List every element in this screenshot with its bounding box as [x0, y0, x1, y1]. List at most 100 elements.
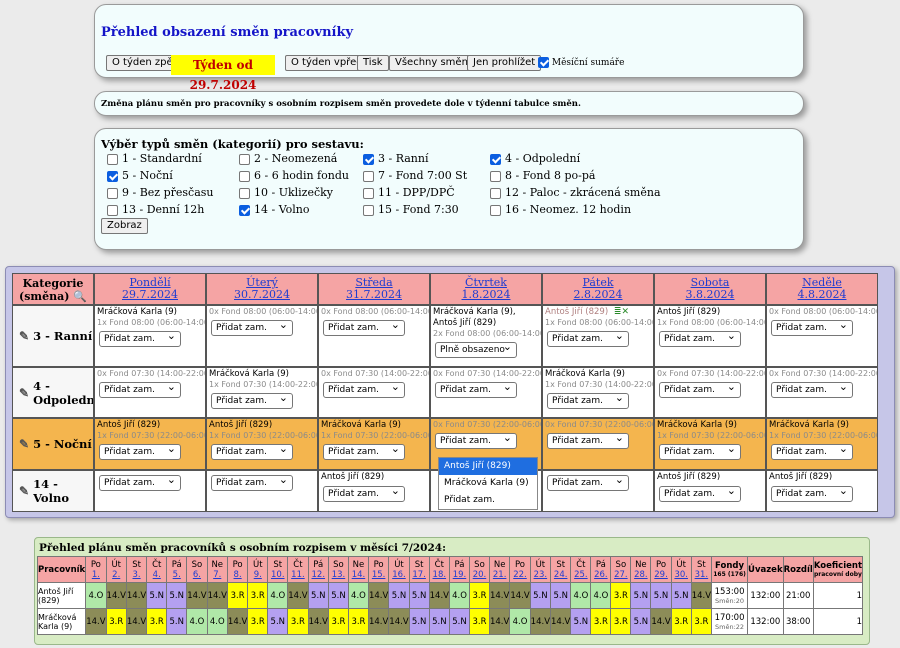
day-number-link[interactable]: 26.: [594, 569, 608, 580]
category-option[interactable]: 5 - Noční: [107, 169, 173, 182]
add-employee-select[interactable]: Přidat zam.: [659, 380, 741, 398]
add-employee-select[interactable]: Přidat zam.: [659, 329, 741, 347]
day-number-link[interactable]: 30.: [674, 569, 688, 580]
day-date-link[interactable]: 1.8.2024: [461, 288, 511, 301]
day-name-link[interactable]: Neděle: [802, 276, 842, 289]
add-employee-select[interactable]: Přidat zam.: [211, 442, 293, 460]
day-number-link[interactable]: 11.: [291, 569, 305, 580]
day-number-link[interactable]: 20.: [472, 569, 487, 580]
add-employee-select[interactable]: Přidat zam.: [323, 318, 405, 336]
day-number-link[interactable]: 5.: [172, 569, 181, 580]
day-name-link[interactable]: Čtvrtek: [465, 276, 507, 289]
add-employee-select[interactable]: Přidat zam.: [547, 473, 629, 491]
category-checkbox[interactable]: [107, 170, 118, 182]
day-number-link[interactable]: 9.: [253, 569, 262, 580]
day-name-link[interactable]: Úterý: [246, 276, 278, 289]
category-option[interactable]: 3 - Ranní: [363, 152, 429, 165]
add-employee-select[interactable]: Přidat zam.: [547, 431, 629, 449]
pencil-icon[interactable]: ✎: [19, 437, 30, 451]
add-employee-select[interactable]: Přidat zam.: [323, 484, 405, 502]
day-date-link[interactable]: 29.7.2024: [122, 288, 178, 301]
day-number-link[interactable]: 6.: [192, 569, 201, 580]
add-employee-select[interactable]: Přidat zam.: [99, 442, 181, 460]
pencil-icon[interactable]: ✎: [19, 329, 30, 343]
category-option[interactable]: 11 - DPP/DPČ: [363, 186, 455, 199]
day-number-link[interactable]: 27.: [614, 569, 628, 580]
pencil-icon[interactable]: ✎: [19, 484, 30, 498]
day-header[interactable]: Pátek 2.8.2024: [542, 273, 654, 305]
add-employee-select[interactable]: Přidat zam.: [659, 442, 741, 460]
view-only-button[interactable]: Jen prohlížet: [467, 55, 542, 71]
show-button[interactable]: Zobraz: [101, 218, 148, 234]
category-option[interactable]: 8 - Fond 8 po-pá: [490, 169, 595, 182]
print-button[interactable]: Tisk: [357, 55, 389, 71]
day-date-link[interactable]: 2.8.2024: [573, 288, 623, 301]
category-checkbox[interactable]: [363, 204, 374, 216]
remove-icon[interactable]: ≣✕: [613, 307, 629, 317]
day-number-link[interactable]: 2.: [112, 569, 121, 580]
add-employee-select[interactable]: Přidat zam.: [547, 391, 629, 409]
add-employee-select[interactable]: Přidat zam.: [771, 380, 853, 398]
day-number-link[interactable]: 31.: [694, 569, 709, 580]
day-header[interactable]: Úterý 30.7.2024: [206, 273, 318, 305]
day-name-link[interactable]: Středa: [355, 276, 393, 289]
add-employee-select[interactable]: Přidat zam.: [211, 391, 293, 409]
dropdown-option[interactable]: Mráčková Karla (9): [444, 478, 529, 488]
dropdown-option[interactable]: Antoš Jiří (829): [439, 458, 537, 475]
day-number-link[interactable]: 12.: [311, 569, 326, 580]
category-checkbox[interactable]: [107, 187, 118, 199]
category-option[interactable]: 6 - 6 hodin fondu: [239, 169, 349, 182]
day-name-link[interactable]: Pondělí: [129, 276, 171, 289]
add-employee-select[interactable]: Přidat zam.: [323, 442, 405, 460]
day-header[interactable]: Neděle 4.8.2024: [766, 273, 878, 305]
category-checkbox[interactable]: [107, 153, 118, 165]
day-number-link[interactable]: 3.: [132, 569, 141, 580]
day-header[interactable]: Pondělí 29.7.2024: [94, 273, 206, 305]
day-name-link[interactable]: Sobota: [690, 276, 730, 289]
day-number-link[interactable]: 28.: [634, 569, 648, 580]
day-date-link[interactable]: 4.8.2024: [797, 288, 847, 301]
day-date-link[interactable]: 30.7.2024: [234, 288, 290, 301]
day-number-link[interactable]: 8.: [233, 569, 242, 580]
category-checkbox[interactable]: [490, 153, 501, 165]
monthly-summary-checkbox[interactable]: [538, 57, 549, 68]
category-option[interactable]: 9 - Bez přesčasu: [107, 186, 214, 199]
day-number-link[interactable]: 13.: [331, 569, 346, 580]
day-header[interactable]: Čtvrtek 1.8.2024: [430, 273, 542, 305]
day-number-link[interactable]: 24.: [553, 569, 568, 580]
add-employee-select[interactable]: Přidat zam.: [99, 329, 181, 347]
day-number-link[interactable]: 19.: [452, 569, 467, 580]
category-checkbox[interactable]: [363, 187, 374, 199]
day-number-link[interactable]: 14.: [351, 569, 366, 580]
add-employee-select[interactable]: Přidat zam.: [771, 484, 853, 502]
category-checkbox[interactable]: [490, 170, 501, 182]
add-employee-select[interactable]: Přidat zam.: [99, 380, 181, 398]
add-employee-select[interactable]: Přidat zam.: [211, 473, 293, 491]
category-checkbox[interactable]: [490, 204, 501, 216]
day-date-link[interactable]: 3.8.2024: [685, 288, 735, 301]
day-number-link[interactable]: 21.: [492, 569, 507, 580]
magnifier-icon[interactable]: 🔍: [73, 290, 87, 303]
category-checkbox[interactable]: [239, 153, 250, 165]
category-option[interactable]: 10 - Uklizečky: [239, 186, 333, 199]
day-number-link[interactable]: 4.: [152, 569, 161, 580]
day-number-link[interactable]: 23.: [533, 569, 548, 580]
add-employee-select[interactable]: Přidat zam.: [771, 318, 853, 336]
category-option[interactable]: 2 - Neomezená: [239, 152, 337, 165]
category-option[interactable]: 7 - Fond 7:00 St: [363, 169, 467, 182]
add-employee-select[interactable]: Přidat zam.: [99, 473, 181, 491]
add-employee-select[interactable]: Přidat zam.: [323, 380, 405, 398]
category-option[interactable]: 4 - Odpolední: [490, 152, 580, 165]
category-checkbox[interactable]: [107, 204, 118, 216]
monthly-summary-toggle[interactable]: Měsíční sumáře: [538, 57, 624, 68]
dropdown-option[interactable]: Přidat zam.: [444, 495, 495, 505]
add-employee-select[interactable]: Přidat zam.: [211, 318, 293, 336]
category-option[interactable]: 13 - Denní 12h: [107, 203, 204, 216]
day-number-link[interactable]: 22.: [513, 569, 527, 580]
category-checkbox[interactable]: [363, 153, 374, 165]
category-checkbox[interactable]: [239, 187, 250, 199]
day-name-link[interactable]: Pátek: [582, 276, 614, 289]
pencil-icon[interactable]: ✎: [19, 385, 30, 400]
category-option[interactable]: 16 - Neomez. 12 hodin: [490, 203, 631, 216]
day-number-link[interactable]: 16.: [392, 569, 406, 580]
